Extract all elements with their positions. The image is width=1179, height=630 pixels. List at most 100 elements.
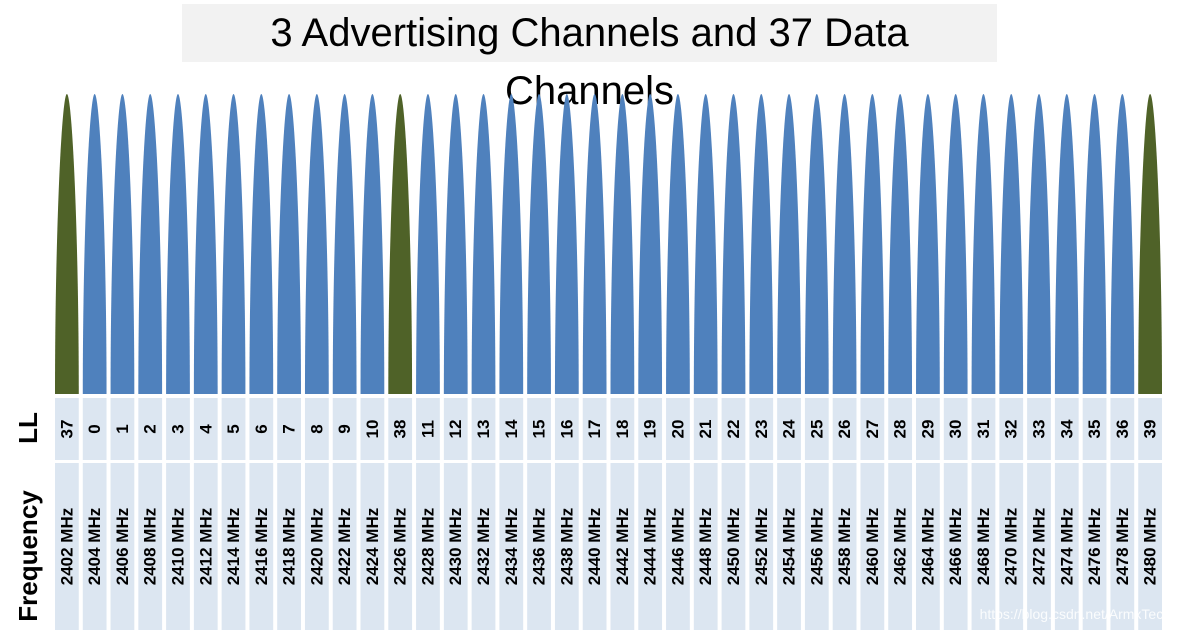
- frequency-cell: [582, 463, 607, 630]
- frequency-cell: [416, 463, 440, 630]
- ll-value: 17: [585, 420, 604, 439]
- frequency-cell: [999, 463, 1024, 630]
- title-banner: 3 Advertising Channels and 37 Data Chann…: [182, 4, 997, 113]
- frequency-cell: [888, 463, 913, 630]
- ll-value: 3: [168, 424, 187, 433]
- frequency-value: 2458 MHz: [835, 508, 854, 585]
- frequency-value: 2422 MHz: [335, 508, 354, 585]
- frequency-cell: [332, 463, 357, 630]
- data-channel-lobe: [888, 94, 913, 394]
- ll-cell: [1082, 398, 1107, 460]
- ll-cell: [193, 398, 218, 460]
- ll-value: 6: [252, 424, 271, 433]
- advertising-channel-lobe: [55, 94, 79, 394]
- data-channel-lobe: [1027, 94, 1051, 394]
- ll-cell: [666, 398, 690, 460]
- frequency-value: 2414 MHz: [224, 508, 243, 585]
- data-channel-lobe: [332, 94, 357, 394]
- ll-cell: [1054, 398, 1079, 460]
- ll-cell: [860, 398, 885, 460]
- ll-cell: [249, 398, 274, 460]
- ll-value: 15: [530, 420, 549, 439]
- frequency-cell: [360, 463, 385, 630]
- data-channel-lobe: [666, 94, 690, 394]
- ll-cell: [332, 398, 357, 460]
- ll-value: 34: [1057, 419, 1076, 438]
- data-channel-lobe: [916, 94, 940, 394]
- data-channel-lobe: [638, 94, 663, 394]
- frequency-cell: [1054, 463, 1079, 630]
- data-channel-lobe: [971, 94, 996, 394]
- data-channel-lobe: [221, 94, 246, 394]
- ll-cell: [971, 398, 996, 460]
- frequency-cell: [1138, 463, 1162, 630]
- data-channel-lobe: [1054, 94, 1079, 394]
- frequency-cell: [221, 463, 246, 630]
- ll-cell: [55, 398, 79, 460]
- ll-cell: [943, 398, 968, 460]
- data-channel-lobe: [1082, 94, 1107, 394]
- ll-value: 22: [724, 420, 743, 439]
- ll-cell: [888, 398, 913, 460]
- ll-value: 37: [57, 420, 76, 439]
- frequency-cell: [166, 463, 190, 630]
- ll-value: 39: [1141, 420, 1160, 439]
- watermark-text: https://blog.csdn.net/ArmxTech: [979, 606, 1171, 622]
- frequency-value: 2412 MHz: [196, 508, 215, 585]
- ll-value: 9: [335, 424, 354, 433]
- ll-value: 35: [1085, 420, 1104, 439]
- frequency-cell: [721, 463, 746, 630]
- data-channel-lobe: [721, 94, 746, 394]
- frequency-cell: [916, 463, 940, 630]
- frequency-value: 2440 MHz: [585, 508, 604, 585]
- advertising-channel-lobe: [388, 94, 413, 394]
- frequency-value: 2406 MHz: [113, 508, 132, 585]
- frequency-value: 2420 MHz: [307, 508, 326, 585]
- ll-value: 21: [696, 420, 715, 439]
- frequency-value: 2452 MHz: [752, 508, 771, 585]
- data-channel-lobe: [249, 94, 274, 394]
- frequency-value: 2460 MHz: [863, 508, 882, 585]
- frequency-cell: [110, 463, 135, 630]
- frequency-value: 2446 MHz: [668, 508, 687, 585]
- ll-cell: [832, 398, 857, 460]
- ll-value: 29: [918, 420, 937, 439]
- frequency-value: 2402 MHz: [57, 508, 76, 585]
- data-channel-lobe: [554, 94, 579, 394]
- data-channel-lobe: [943, 94, 968, 394]
- frequency-value: 2464 MHz: [918, 508, 937, 585]
- ll-cell: [471, 398, 496, 460]
- frequency-cell: [638, 463, 663, 630]
- frequency-cell: [388, 463, 413, 630]
- frequency-cell: [971, 463, 996, 630]
- frequency-value: 2462 MHz: [891, 508, 910, 585]
- frequency-cell: [82, 463, 107, 630]
- ll-value: 11: [418, 420, 437, 438]
- data-channel-lobe: [527, 94, 551, 394]
- frequency-row-label: Frequency: [13, 490, 43, 622]
- ll-cell: [804, 398, 829, 460]
- frequency-value: 2416 MHz: [252, 508, 271, 585]
- frequency-value: 2474 MHz: [1057, 508, 1076, 585]
- data-channel-lobe: [1110, 94, 1135, 394]
- data-channel-lobe: [610, 94, 635, 394]
- ll-value: 5: [224, 424, 243, 433]
- data-channel-lobe: [304, 94, 329, 394]
- ll-cell: [916, 398, 940, 460]
- frequency-value: 2424 MHz: [363, 508, 382, 585]
- ll-value: 18: [613, 420, 632, 439]
- data-channel-lobe: [749, 94, 774, 394]
- frequency-cell: [943, 463, 968, 630]
- ll-cell: [360, 398, 385, 460]
- ll-value: 16: [557, 420, 576, 439]
- frequency-cell: [860, 463, 885, 630]
- ll-value: 7: [280, 424, 299, 433]
- frequency-value: 2428 MHz: [418, 508, 437, 585]
- ll-value: 27: [863, 420, 882, 439]
- ll-cell: [277, 398, 301, 460]
- frequency-value: 2450 MHz: [724, 508, 743, 585]
- data-channel-lobe: [582, 94, 607, 394]
- frequency-value: 2436 MHz: [530, 508, 549, 585]
- data-channel-lobe: [999, 94, 1024, 394]
